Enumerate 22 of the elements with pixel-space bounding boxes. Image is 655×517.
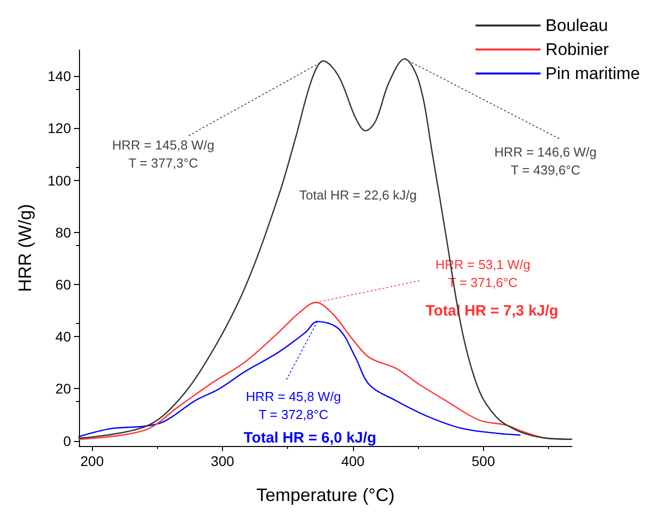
annotation: HRR = 145,8 W/g T = 377,3°C [112,137,214,170]
x-tick-label: 400 [341,453,365,469]
y-tick-label: 60 [55,276,72,292]
y-tick-label: 100 [48,172,72,188]
y-tick-label: 120 [48,120,72,136]
y-axis-title: HRR (W/g) [15,204,35,292]
legend-label: Bouleau [546,16,608,35]
annotation: HRR = 45,8 W/g T = 372,8°C [246,388,341,422]
x-axis-title: Temperature (°C) [256,485,395,505]
x-tick-label: 300 [210,453,234,469]
x-tick-label: 200 [80,453,104,469]
y-tick-label: 140 [48,68,72,84]
y-tick-label: 0 [63,432,72,449]
y-tick-label: 40 [55,328,72,345]
annotation: Total HR = 22,6 kJ/g [299,188,417,202]
y-tick-label: 20 [55,380,72,397]
x-tick-label: 500 [472,453,496,469]
annotation: HRR = 146,6 W/g T = 439,6°C [494,144,597,178]
legend-label: Robinier [546,40,610,59]
legend-label: Pin maritime [546,64,640,83]
y-tick-label: 80 [55,224,72,240]
annotation: Total HR = 6,0 kJ/g [244,430,376,446]
